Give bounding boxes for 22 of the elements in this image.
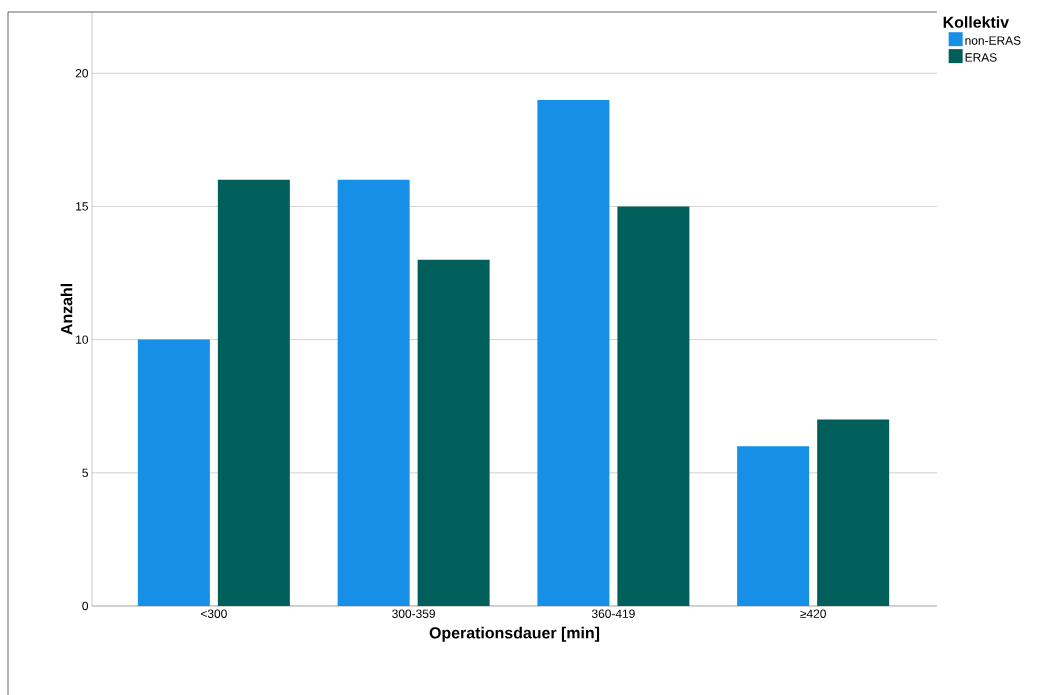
y-tick-label: 0 xyxy=(82,601,89,611)
bar xyxy=(417,259,490,606)
bar xyxy=(337,179,410,606)
bar xyxy=(217,179,290,606)
legend-label: ERAS xyxy=(965,53,997,62)
x-tick-label: 300-359 xyxy=(392,609,435,618)
x-tick-label: ≥420 xyxy=(800,609,826,618)
legend-title: Kollektiv xyxy=(943,15,1010,28)
bar xyxy=(137,339,210,606)
legend-label: non-ERAS xyxy=(965,36,1021,45)
y-tick-label: 20 xyxy=(75,68,89,78)
x-axis-title: Operationsdauer [min] xyxy=(429,626,600,642)
bar xyxy=(617,206,690,606)
bar xyxy=(737,445,810,606)
bar xyxy=(537,99,610,606)
x-tick-label: <300 xyxy=(200,609,227,618)
y-axis-title: Anzahl xyxy=(60,283,73,335)
y-tick-label: 15 xyxy=(76,202,88,211)
bar xyxy=(817,419,890,606)
y-tick-label: 5 xyxy=(82,468,88,477)
y-tick-label: 10 xyxy=(76,335,89,344)
x-tick-label: 360-419 xyxy=(591,609,635,618)
